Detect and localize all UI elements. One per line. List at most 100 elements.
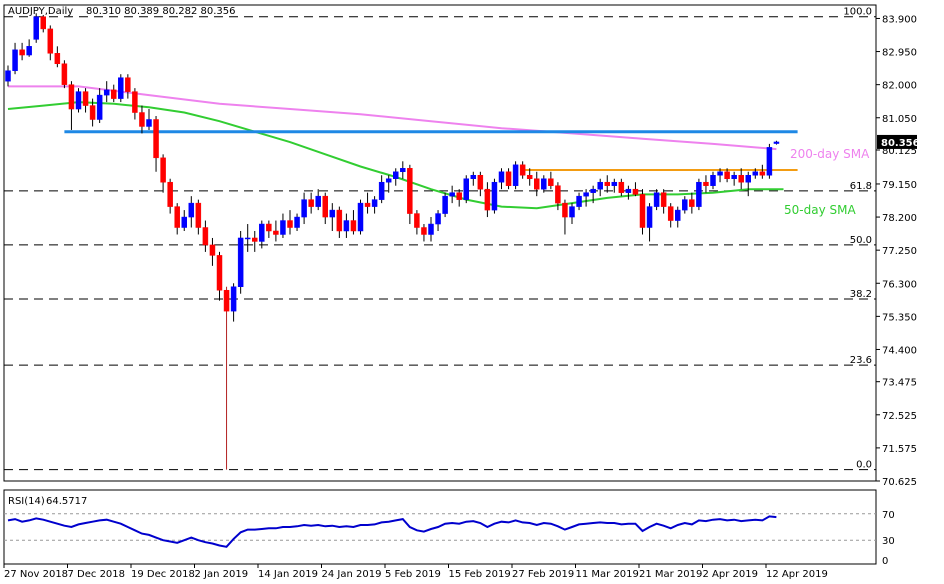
rsi-indicator: 70 30 0 bbox=[4, 510, 895, 567]
candle-body bbox=[160, 157, 166, 183]
candle-body bbox=[188, 202, 195, 218]
candle-body bbox=[484, 188, 491, 211]
candle-body bbox=[357, 202, 364, 232]
rsi-line bbox=[7, 515, 777, 548]
price-pane-frame bbox=[3, 4, 877, 482]
candle-body bbox=[322, 195, 328, 218]
candle bbox=[75, 88, 82, 113]
candle-body bbox=[766, 147, 773, 176]
candle bbox=[371, 196, 378, 214]
candle bbox=[639, 189, 646, 235]
candle bbox=[646, 203, 653, 242]
candle-body bbox=[266, 223, 272, 232]
candle bbox=[146, 109, 152, 130]
price-tick-label: 79.150 bbox=[882, 180, 917, 191]
candle bbox=[89, 98, 96, 127]
candle bbox=[484, 182, 491, 218]
candle bbox=[710, 171, 716, 190]
candle-body bbox=[89, 105, 96, 120]
candle bbox=[47, 25, 54, 61]
candle-body bbox=[449, 192, 455, 197]
candle-body bbox=[118, 77, 124, 99]
fib-level-label: 38.2 bbox=[850, 289, 872, 300]
candle-body bbox=[414, 213, 420, 228]
sma50-annotation: 50-day SMA bbox=[784, 203, 856, 217]
candle bbox=[414, 210, 420, 235]
candle bbox=[498, 168, 505, 190]
candle-body bbox=[280, 220, 286, 235]
candle-body bbox=[216, 255, 223, 291]
candle-body bbox=[717, 171, 723, 176]
date-tick-label: 19 Dec 2018 bbox=[131, 569, 195, 580]
candle bbox=[477, 171, 484, 197]
candle bbox=[724, 168, 730, 183]
candle-body bbox=[548, 178, 554, 186]
price-tick-label: 83.900 bbox=[882, 14, 917, 25]
candle bbox=[26, 39, 32, 57]
fib-level-label: 50.0 bbox=[850, 235, 872, 246]
candle bbox=[96, 88, 103, 123]
candle bbox=[385, 175, 392, 193]
price-tick-label: 70.625 bbox=[882, 477, 917, 488]
candle bbox=[696, 178, 702, 211]
candle bbox=[202, 220, 209, 252]
candle-body bbox=[491, 181, 498, 211]
candle-body bbox=[639, 194, 646, 228]
candle-body bbox=[428, 223, 434, 235]
candle-body bbox=[237, 237, 244, 287]
date-axis: 27 Nov 2018 7 Dec 2018 19 Dec 2018 2 Jan 20… bbox=[3, 564, 828, 580]
candle bbox=[731, 171, 737, 186]
price-tick-label: 76.300 bbox=[882, 279, 917, 290]
candle-body bbox=[590, 188, 596, 193]
header-symbol: AUDJPY,Daily bbox=[8, 6, 73, 17]
candle bbox=[555, 182, 561, 211]
candle-body bbox=[61, 63, 68, 85]
candle-body bbox=[541, 178, 547, 190]
candle bbox=[280, 213, 286, 238]
candle-body bbox=[26, 46, 32, 56]
candle-body bbox=[364, 202, 371, 207]
candle-body bbox=[632, 188, 639, 195]
candle bbox=[519, 161, 526, 179]
candle bbox=[505, 168, 512, 190]
candle-body bbox=[47, 28, 54, 54]
candle bbox=[667, 203, 674, 228]
candle bbox=[435, 210, 441, 231]
date-tick-label: 11 Mar 2019 bbox=[576, 569, 639, 580]
rsi-tick-label: 70 bbox=[882, 510, 895, 521]
price-tick-label: 82.000 bbox=[882, 81, 917, 92]
candle bbox=[604, 175, 610, 193]
price-tick-label: 74.400 bbox=[882, 345, 917, 356]
candle bbox=[752, 168, 759, 179]
candle bbox=[209, 237, 216, 266]
candle-body bbox=[703, 181, 709, 186]
candle bbox=[717, 168, 723, 183]
candle-body bbox=[682, 199, 688, 211]
candle-body bbox=[583, 192, 589, 197]
candle-body bbox=[294, 216, 300, 228]
candle-body bbox=[660, 192, 667, 207]
price-tick-label: 72.525 bbox=[882, 411, 917, 422]
price-tick-label: 77.250 bbox=[882, 246, 917, 257]
price-tick-label: 73.475 bbox=[882, 378, 917, 389]
rsi-value: 64.5717 bbox=[46, 496, 87, 507]
candle bbox=[576, 192, 582, 211]
candle bbox=[703, 175, 709, 193]
candle bbox=[223, 286, 230, 470]
candle bbox=[759, 164, 766, 179]
candle-body bbox=[477, 174, 484, 190]
candle-body bbox=[498, 171, 505, 183]
candle-body bbox=[393, 171, 399, 179]
candle bbox=[407, 164, 413, 225]
candle-body bbox=[752, 171, 759, 176]
price-tick-label: 82.950 bbox=[882, 48, 917, 59]
candle-body bbox=[597, 181, 603, 190]
candle-body bbox=[103, 89, 110, 96]
candle-body bbox=[604, 181, 610, 186]
candle-body bbox=[111, 89, 117, 99]
candle-body bbox=[259, 223, 265, 242]
candle-body bbox=[125, 77, 131, 92]
candle-body bbox=[181, 216, 187, 228]
candle-body bbox=[5, 70, 11, 82]
candle bbox=[534, 171, 540, 197]
